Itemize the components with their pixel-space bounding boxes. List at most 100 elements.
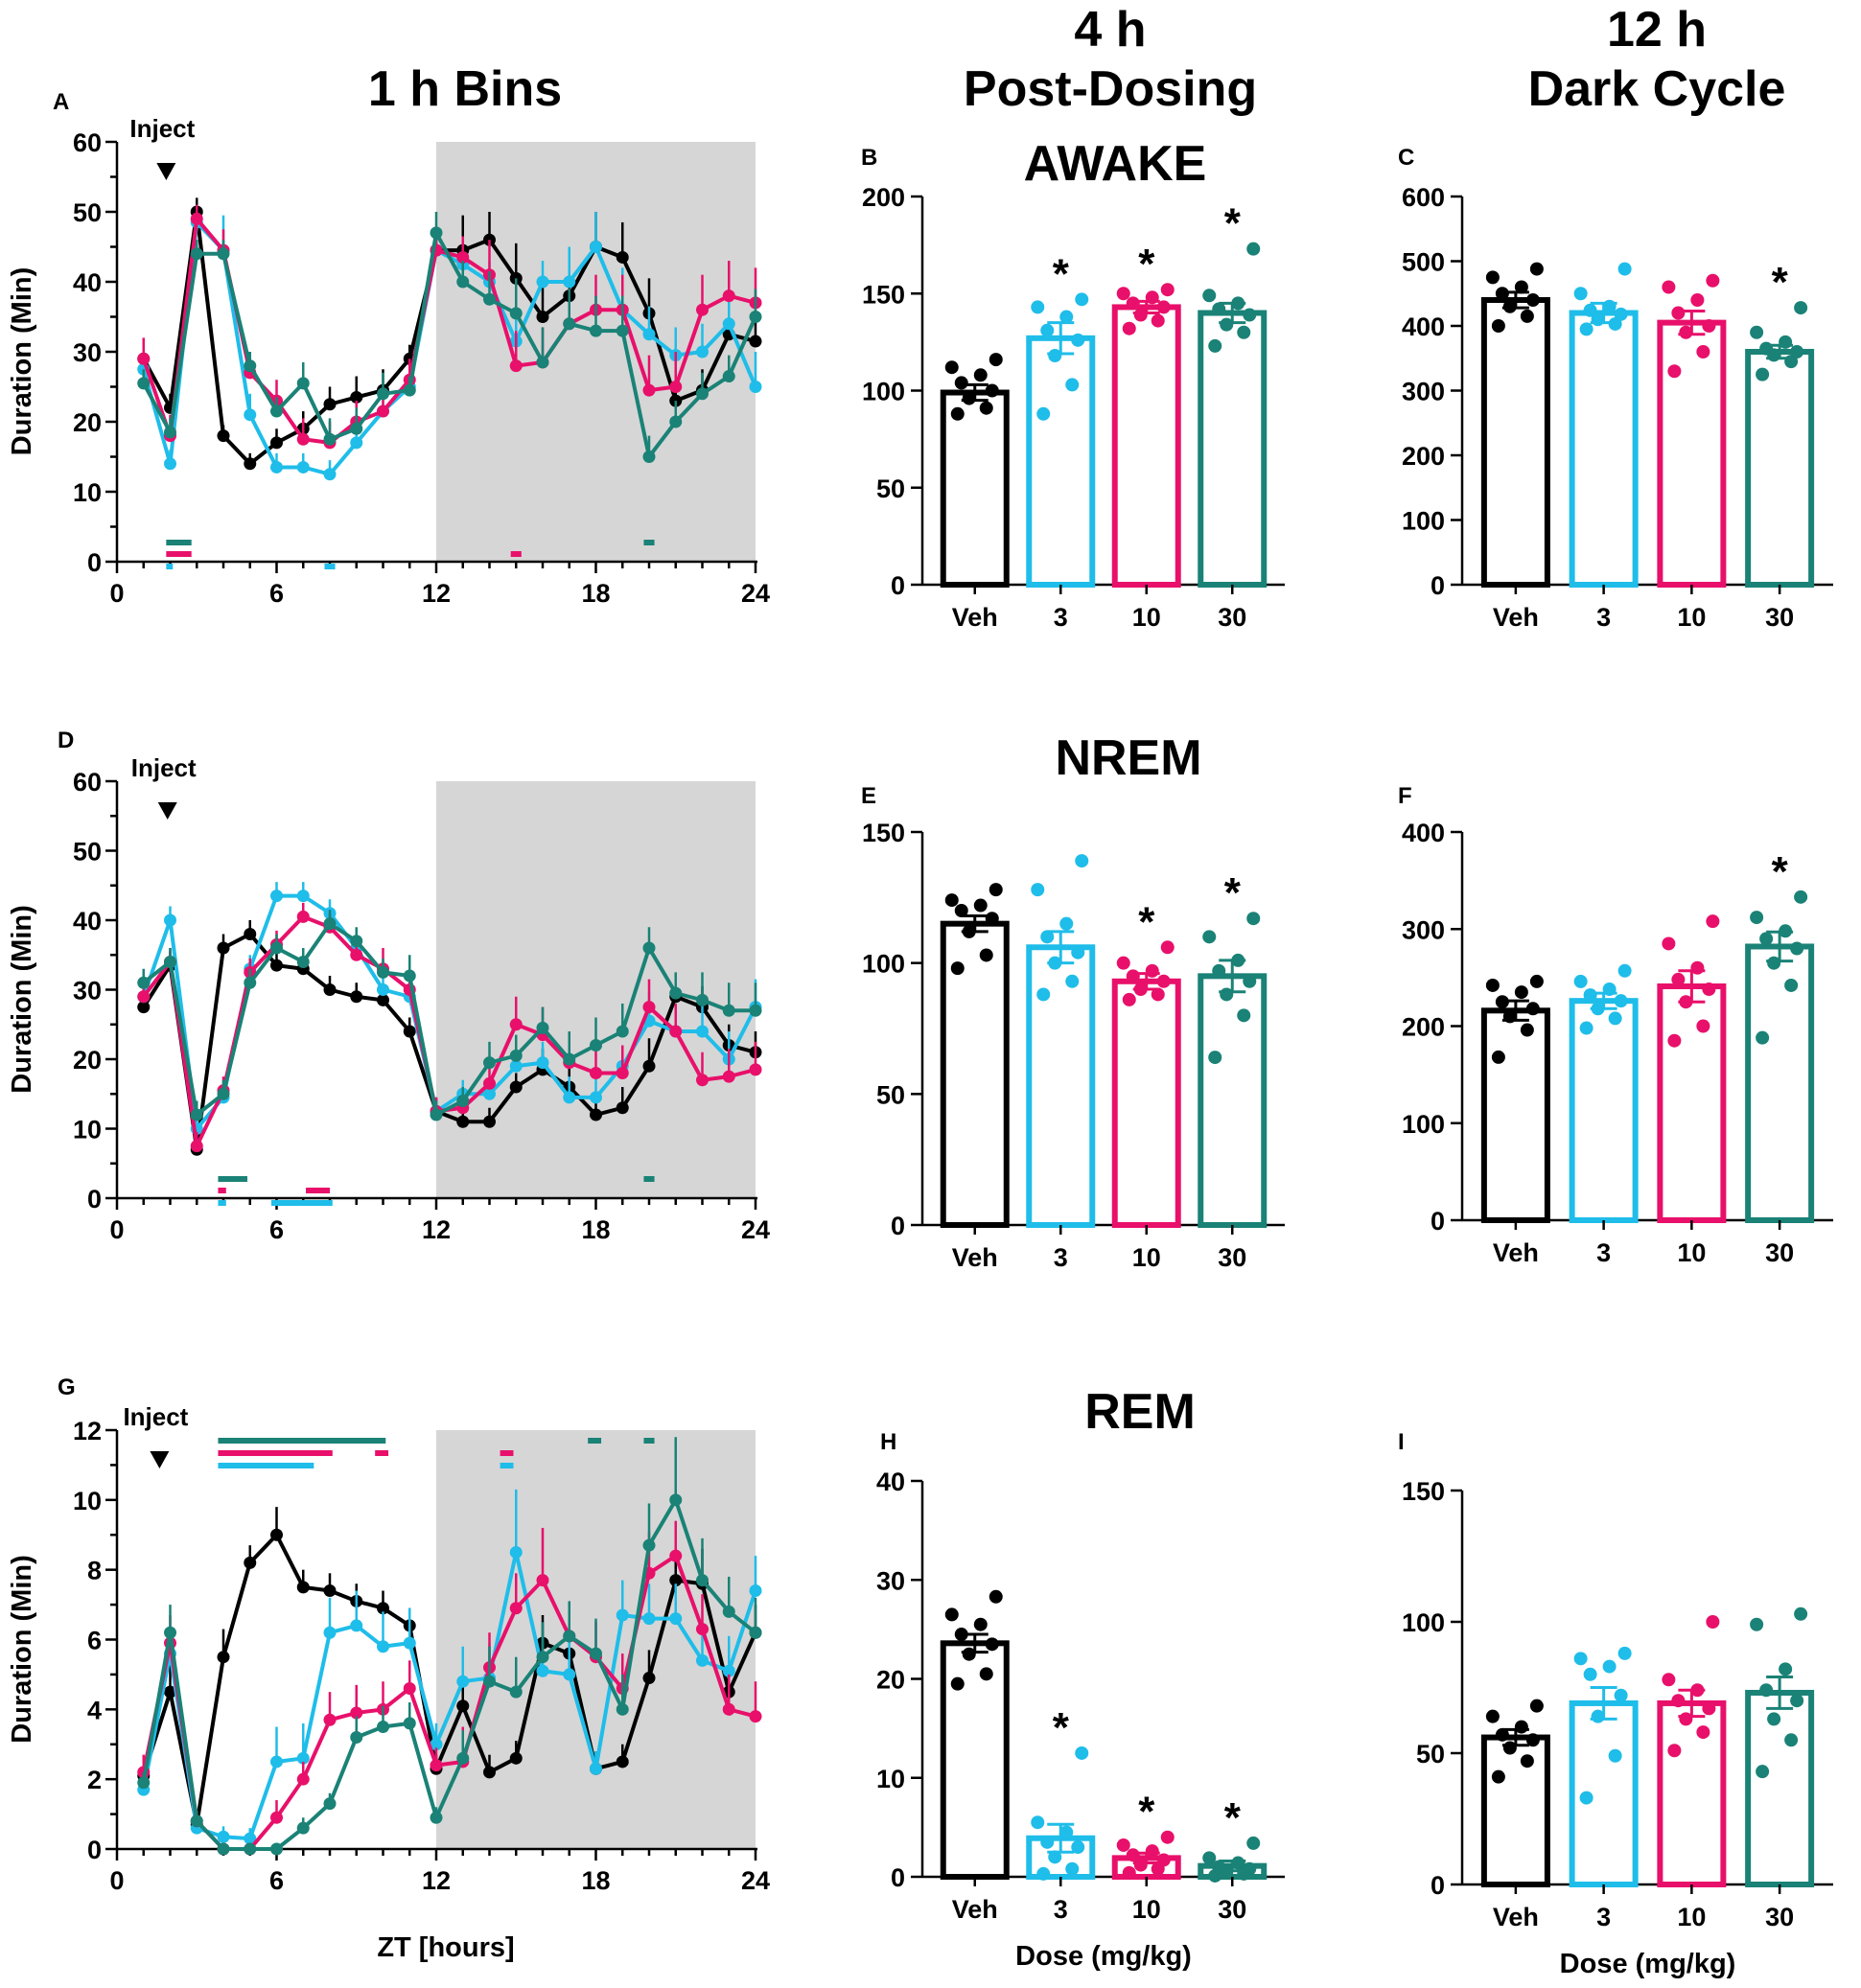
header-col2-line1: 4 h: [1074, 2, 1146, 58]
data-point: [430, 1108, 443, 1121]
individual-point: [1525, 1002, 1540, 1016]
individual-point: [1036, 406, 1051, 421]
data-point: [669, 986, 683, 1000]
data-point: [244, 359, 257, 373]
inject-arrow-icon: [156, 163, 176, 180]
y-tick-label: 150: [862, 819, 905, 847]
individual-point: [973, 898, 988, 913]
individual-point: [1750, 911, 1764, 925]
y-tick-label: 20: [73, 1046, 102, 1075]
data-point: [590, 1091, 602, 1104]
y-tick-label: 200: [862, 183, 905, 212]
data-point: [350, 436, 363, 450]
bar-Veh: [1480, 1007, 1550, 1224]
individual-point: [1145, 290, 1159, 305]
data-point: [456, 1115, 470, 1128]
individual-point: [1246, 242, 1261, 256]
data-point: [350, 948, 363, 961]
individual-point: [1529, 974, 1544, 988]
bar-3: [1026, 335, 1096, 588]
significance-bar: [500, 1463, 514, 1468]
individual-point: [1794, 301, 1808, 315]
individual-point: [1040, 930, 1055, 944]
individual-point: [1485, 978, 1500, 992]
data-point: [217, 941, 230, 955]
data-point: [696, 387, 709, 401]
significance-star: *: [1224, 200, 1242, 247]
data-point: [403, 1636, 416, 1650]
individual-point: [962, 391, 976, 405]
significance-star: *: [1053, 250, 1070, 297]
individual-point: [1243, 308, 1257, 322]
x-tick-label: 30: [1765, 1903, 1794, 1931]
dark-period-shade: [436, 781, 756, 1198]
data-point: [377, 1602, 389, 1615]
individual-point: [1583, 303, 1597, 317]
individual-point: [1779, 1662, 1793, 1676]
data-point: [696, 1653, 709, 1667]
significance-bar: [166, 564, 174, 569]
data-point: [563, 275, 576, 289]
individual-point: [1591, 312, 1605, 327]
individual-point: [1036, 987, 1051, 1002]
x-tick-label: 6: [269, 579, 284, 608]
individual-point: [1040, 323, 1055, 337]
data-point: [669, 1574, 683, 1587]
individual-point: [1520, 1754, 1534, 1768]
data-point: [296, 1821, 310, 1835]
data-point: [350, 1619, 363, 1632]
x-tick-label: 10: [1132, 603, 1161, 632]
bar-10: [1111, 978, 1181, 1228]
data-point: [590, 241, 602, 253]
panel-letter-F: F: [1398, 783, 1412, 809]
series-line: [141, 210, 756, 466]
individual-point: [1525, 1733, 1540, 1747]
bar-Veh: [940, 1640, 1010, 1880]
series-30: [137, 910, 762, 1121]
individual-point: [1690, 1683, 1705, 1698]
individual-point: [1126, 1848, 1140, 1862]
individual-point: [1202, 1851, 1217, 1865]
data-point: [403, 383, 416, 397]
individual-point: [1231, 953, 1245, 967]
panel-letter-A: A: [53, 89, 69, 115]
individual-point: [989, 883, 1003, 897]
y-tick-label: 12: [73, 1417, 102, 1445]
data-point: [190, 1815, 203, 1828]
data-point: [749, 1004, 762, 1017]
data-point: [137, 377, 151, 390]
inject-arrow-icon: [157, 802, 177, 820]
significance-star: *: [1053, 1704, 1070, 1751]
individual-point: [1220, 317, 1234, 332]
data-point: [563, 1052, 576, 1066]
data-point: [350, 935, 363, 948]
series-line: [142, 921, 756, 1117]
x-tick-label: 30: [1218, 603, 1246, 632]
y-tick-label: 50: [73, 198, 102, 227]
individual-point: [1706, 273, 1720, 288]
data-point: [350, 990, 363, 1004]
individual-point: [1667, 1033, 1682, 1048]
x-tick-label: 0: [109, 579, 124, 608]
data-point: [509, 1545, 523, 1559]
data-point: [164, 913, 176, 927]
individual-point: [1071, 945, 1085, 959]
individual-point: [1495, 287, 1509, 301]
data-point: [563, 317, 576, 331]
individual-point: [1212, 1860, 1226, 1874]
data-point: [164, 457, 176, 471]
x-tick-label: 0: [109, 1866, 124, 1895]
data-point: [722, 1605, 735, 1618]
data-point: [590, 1039, 602, 1052]
significance-bar: [270, 1200, 333, 1206]
data-point: [722, 1070, 735, 1083]
significance-bar: [588, 1438, 602, 1444]
x-tick-label: Veh: [1493, 1238, 1539, 1267]
individual-point: [1502, 1741, 1517, 1755]
bar-30: [1745, 943, 1815, 1223]
line-chart-D: D 0 10 20 30 40 50 60 0 6 12 18 24 Duration (Min) Inje…: [7, 728, 770, 1244]
individual-point: [1491, 1769, 1505, 1784]
y-tick-label: 30: [876, 1566, 905, 1595]
y-tick-label: 10: [73, 1487, 102, 1515]
individual-point: [962, 1647, 976, 1661]
